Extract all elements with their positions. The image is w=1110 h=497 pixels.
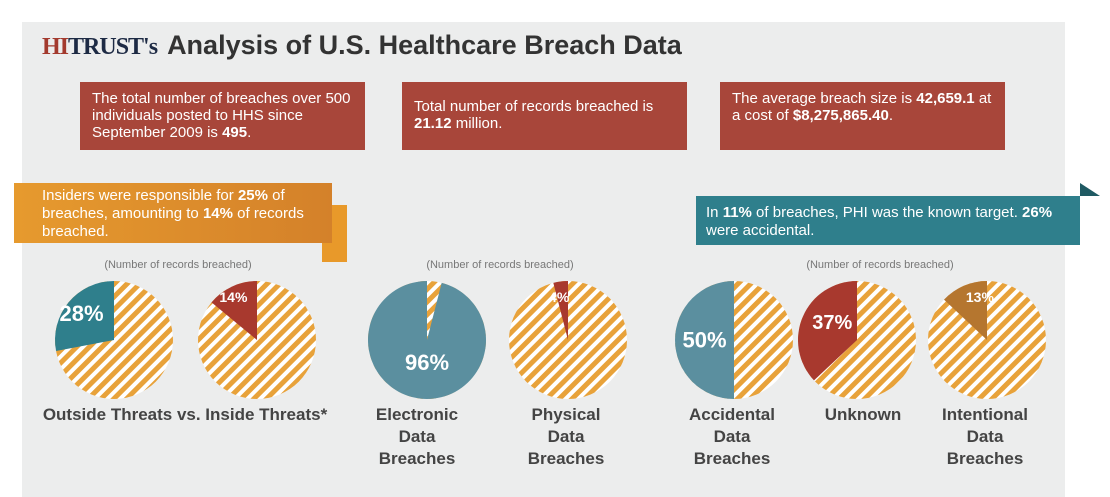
- pie-value-label: 14%: [219, 289, 248, 305]
- pie-slice: [368, 281, 487, 399]
- pie-label: Accidental Data Breaches: [689, 405, 775, 468]
- pie-value-label: 4%: [549, 289, 570, 305]
- pie-subtitle: (Number of records breached): [806, 259, 954, 271]
- pie-value-label: 37%: [812, 312, 852, 334]
- fact-total-breaches: The total number of breaches over 500 in…: [80, 82, 365, 150]
- pie-slice: [798, 281, 857, 381]
- pie-subtitle: (Number of records breached): [426, 259, 574, 271]
- group-label-threats: Outside Threats vs. Inside Threats*: [42, 405, 328, 424]
- fact-records-breached: Total number of records breached is 21.1…: [402, 82, 687, 150]
- pie-label: Unknown: [824, 405, 902, 424]
- page-title: HITRUST's Analysis of U.S. Healthcare Bre…: [42, 30, 682, 60]
- pie-subtitle: (Number of records breached): [104, 259, 252, 271]
- insiders-banner: Insiders were responsible for 25% of bre…: [14, 183, 332, 243]
- pie-value-label: 28%: [60, 301, 104, 326]
- pie-value-label: 96%: [405, 350, 449, 375]
- pie-slice: [675, 281, 734, 399]
- pie-value-label: 13%: [966, 289, 995, 305]
- pie-slice: [553, 281, 568, 340]
- pie-label: Physical Data Breaches: [527, 405, 605, 468]
- fact-average-breach: The average breach size is 42,659.1 at a…: [720, 82, 1005, 150]
- pie-slice: [211, 281, 257, 340]
- pie-value-label: 50%: [682, 327, 726, 352]
- phi-banner: In 11% of breaches, PHI was the known ta…: [696, 196, 1080, 245]
- pie-label: Intentional Data Breaches: [942, 405, 1028, 468]
- pie-label: Electronic Data Breaches: [375, 405, 459, 468]
- pie-slice: [943, 281, 987, 340]
- pie-slice: [55, 281, 114, 352]
- hitrust-logo: HITRUST's: [42, 34, 158, 60]
- banner-fold: [1080, 183, 1100, 196]
